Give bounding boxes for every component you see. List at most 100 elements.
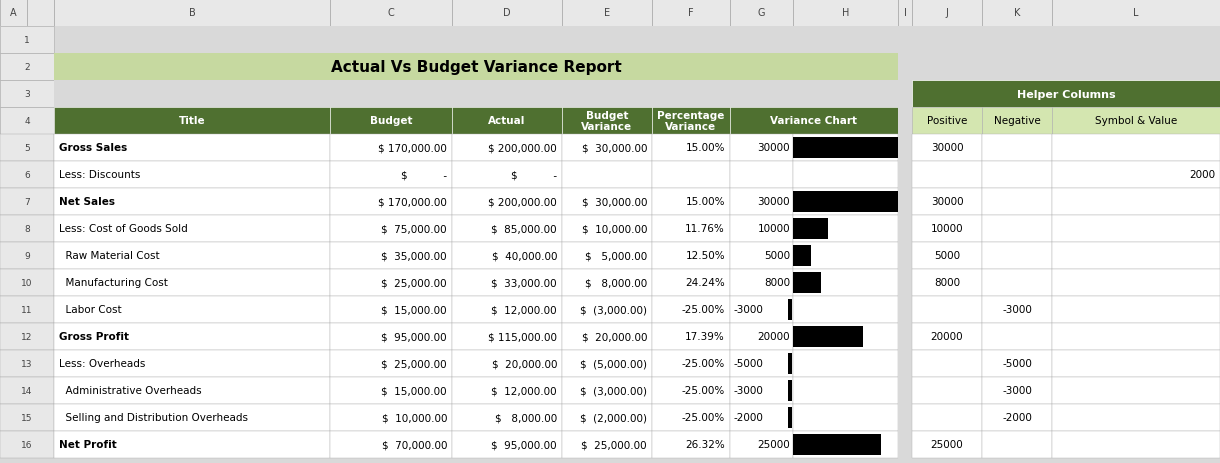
Bar: [562, 404, 651, 431]
Text: 10: 10: [21, 278, 33, 288]
Bar: [730, 350, 793, 377]
Bar: [913, 188, 982, 216]
Bar: [562, 431, 651, 458]
Bar: [0, 269, 54, 296]
Bar: [451, 404, 562, 431]
Bar: [913, 243, 982, 269]
Text: -5000: -5000: [733, 359, 762, 369]
Text: 15.00%: 15.00%: [686, 197, 725, 207]
Bar: [788, 380, 792, 401]
Bar: [329, 108, 451, 135]
Text: 10000: 10000: [931, 224, 964, 234]
Bar: [730, 243, 793, 269]
Bar: [0, 188, 54, 216]
Text: Budget
Variance: Budget Variance: [582, 111, 632, 132]
Bar: [982, 377, 1052, 404]
Bar: [898, 188, 913, 216]
Text: Net Sales: Net Sales: [59, 197, 115, 207]
Bar: [913, 135, 982, 162]
Bar: [651, 216, 730, 243]
Text: Net Profit: Net Profit: [59, 439, 117, 450]
Bar: [982, 188, 1052, 216]
Bar: [1052, 216, 1220, 243]
Bar: [451, 296, 562, 323]
Text: 2000: 2000: [1188, 170, 1215, 180]
Text: 11.76%: 11.76%: [686, 224, 725, 234]
Bar: [793, 326, 863, 347]
Bar: [451, 377, 562, 404]
Text: 26.32%: 26.32%: [686, 439, 725, 450]
Text: 14: 14: [21, 386, 33, 395]
Bar: [788, 300, 792, 320]
Bar: [54, 81, 898, 108]
Bar: [54, 108, 329, 135]
Bar: [913, 404, 982, 431]
Text: 16: 16: [21, 440, 33, 449]
Text: H: H: [842, 8, 849, 19]
Bar: [0, 135, 54, 162]
Text: Variance Chart: Variance Chart: [771, 116, 858, 126]
Bar: [562, 188, 651, 216]
Bar: [54, 404, 329, 431]
Text: 8000: 8000: [764, 278, 791, 288]
Bar: [562, 296, 651, 323]
Bar: [1052, 162, 1220, 188]
Text: 30000: 30000: [758, 197, 791, 207]
Text: Actual: Actual: [488, 116, 526, 126]
Bar: [651, 188, 730, 216]
Text: C: C: [388, 8, 394, 19]
Text: 5000: 5000: [935, 251, 960, 261]
Bar: [451, 162, 562, 188]
Text: Administrative Overheads: Administrative Overheads: [59, 386, 201, 396]
Bar: [54, 269, 329, 296]
Bar: [329, 431, 451, 458]
Text: 17.39%: 17.39%: [686, 332, 725, 342]
Bar: [54, 162, 329, 188]
Bar: [730, 296, 793, 323]
Bar: [651, 0, 730, 27]
Bar: [793, 404, 898, 431]
Text: $  40,000.00: $ 40,000.00: [492, 251, 558, 261]
Text: $  (3,000.00): $ (3,000.00): [580, 386, 647, 396]
Text: -3000: -3000: [733, 305, 762, 315]
Text: -25.00%: -25.00%: [682, 305, 725, 315]
Text: $   8,000.00: $ 8,000.00: [584, 278, 647, 288]
Text: D: D: [503, 8, 511, 19]
Bar: [913, 162, 982, 188]
Text: -2000: -2000: [1002, 413, 1032, 423]
Bar: [793, 272, 821, 294]
Bar: [898, 323, 913, 350]
Bar: [329, 162, 451, 188]
Bar: [730, 162, 793, 188]
Text: $  (5,000.00): $ (5,000.00): [580, 359, 647, 369]
Bar: [898, 377, 913, 404]
Bar: [451, 350, 562, 377]
Text: 15.00%: 15.00%: [686, 143, 725, 153]
Bar: [54, 188, 329, 216]
Bar: [913, 431, 982, 458]
Bar: [27, 0, 54, 27]
Text: 5: 5: [24, 144, 29, 153]
Bar: [730, 108, 898, 135]
Text: $ 200,000.00: $ 200,000.00: [488, 197, 558, 207]
Bar: [0, 27, 54, 54]
Bar: [982, 243, 1052, 269]
Text: Positive: Positive: [927, 116, 967, 126]
Bar: [329, 188, 451, 216]
Text: E: E: [604, 8, 610, 19]
Bar: [451, 431, 562, 458]
Bar: [0, 54, 54, 81]
Bar: [0, 216, 54, 243]
Bar: [730, 377, 793, 404]
Bar: [329, 323, 451, 350]
Text: I: I: [904, 8, 906, 19]
Text: $           -: $ -: [401, 170, 447, 180]
Text: Raw Material Cost: Raw Material Cost: [59, 251, 160, 261]
Text: Negative: Negative: [993, 116, 1041, 126]
Bar: [329, 269, 451, 296]
Text: -3000: -3000: [1002, 386, 1032, 396]
Bar: [793, 138, 898, 159]
Text: 11: 11: [21, 305, 33, 314]
Bar: [793, 323, 898, 350]
Bar: [1052, 135, 1220, 162]
